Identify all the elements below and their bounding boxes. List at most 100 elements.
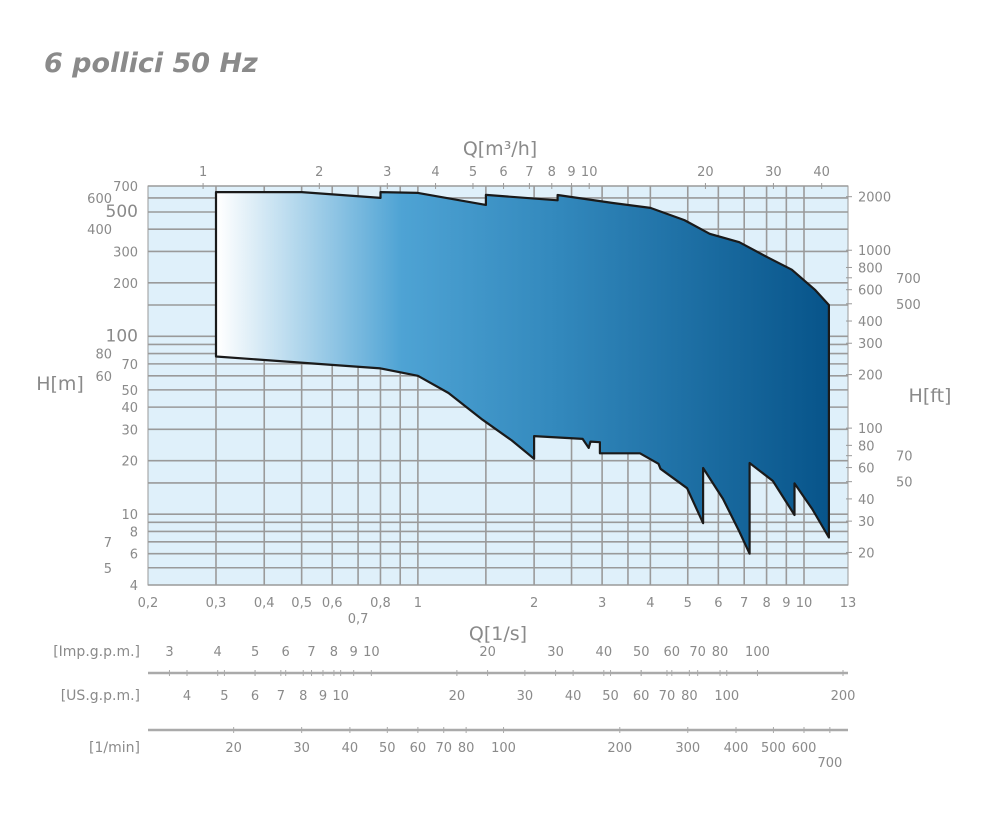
x-tick-label: 13 [840,596,857,611]
y2-tick-label: 400 [858,315,883,330]
scale-tick-label: 7 [277,689,285,704]
scale-tick-label: 500 [761,741,786,756]
x2-tick-label: 4 [431,165,439,180]
y2-axis-title: H[ft] [909,385,952,407]
scale-tick-label: 60 [410,741,427,756]
scale-tick-label: 70 [435,741,452,756]
scale-tick-label: 5 [251,645,259,660]
y2-tick-label: 80 [858,439,875,454]
scale-tick-label: 20 [449,689,466,704]
y2-tick-label: 800 [858,261,883,276]
scale-tick-label: 9 [319,689,327,704]
x2-tick-label: 5 [469,165,477,180]
scale-tick-label: 50 [379,741,396,756]
scale-tick-label: 20 [225,741,242,756]
x2-tick-label: 8 [548,165,556,180]
x-tick-label: 2 [530,596,538,611]
y2-tick-label: 70 [896,450,913,465]
x-tick-label: 3 [598,596,606,611]
chart-title: 6 pollici 50 Hz [44,48,258,79]
scale-tick-label: 3 [165,645,173,660]
axis-labels: 0,2 0,3 0,4 0,5 0,60,70,8 1 2 3 4 5 6 7 8 9 10 13700600… [87,165,921,627]
x-tick-label: 0,4 [254,596,275,611]
x-tick-label: 7 [740,596,748,611]
y-axis-title: H[m] [36,373,84,395]
scale-tick-label: 60 [664,645,681,660]
x2-tick-label: 6 [499,165,507,180]
y2-tick-label: 50 [896,476,913,491]
scale-tick-label: 50 [602,689,619,704]
x2-tick-label: 3 [383,165,391,180]
x-tick-label: 9 [782,596,790,611]
scale-tick-label: 40 [596,645,613,660]
x-tick-label: 5 [684,596,692,611]
scale-tick-label: 100 [714,689,739,704]
scale-tick-label: 700 [817,756,842,771]
y2-tick-label: 2000 [858,191,891,206]
secondary-flow-scales: [Imp.g.p.m.] 3 4 5 6 7 8 9 10 20 30 40 50 60 70 80 100[U… [53,644,855,771]
y2-tick-label: 300 [858,337,883,352]
scale-tick-label: 40 [342,741,359,756]
x-tick-label: 0,8 [370,596,391,611]
scale-tick-label: 30 [517,689,534,704]
y2-tick-label: 100 [858,422,883,437]
scale-tick-label: 70 [689,645,706,660]
scale-tick-label: 200 [831,689,856,704]
scale-tick-label: 100 [491,741,516,756]
x-tick-label: 1 [414,596,422,611]
y-tick-label: 500 [106,202,138,222]
scale-tick-label: 600 [792,741,817,756]
scale-tick-label: 60 [633,689,650,704]
scale-tick-label: 80 [681,689,698,704]
y-tick-label: 200 [113,277,138,292]
y-tick-label: 5 [104,562,112,577]
scale-label: [Imp.g.p.m.] [53,644,140,660]
y2-tick-label: 200 [858,369,883,384]
scale-tick-label: 8 [299,689,307,704]
scale-tick-label: 400 [724,741,749,756]
scale-tick-label: 5 [220,689,228,704]
x2-tick-label: 1 [199,165,207,180]
performance-envelope [214,191,830,555]
y-tick-label: 70 [121,358,138,373]
x2-axis-title: Q[m³/h] [463,138,537,160]
x-tick-label: 0,5 [291,596,312,611]
y-tick-label: 10 [121,508,138,523]
scale-tick-label: 200 [607,741,632,756]
y2-tick-label: 20 [858,546,875,561]
y-tick-label: 8 [130,525,138,540]
y-tick-label: 20 [121,455,138,470]
x2-tick-label: 30 [765,165,782,180]
scale-label: [1/min] [89,740,140,756]
y-tick-label: 400 [87,223,112,238]
y2-tick-label: 60 [858,462,875,477]
y2-tick-label: 500 [896,298,921,313]
x2-tick-label: 10 [581,165,598,180]
scale-tick-label: 10 [363,645,380,660]
y-tick-label: 7 [104,536,112,551]
scale-tick-label: 10 [332,689,349,704]
scale-tick-label: 30 [293,741,310,756]
y-tick-label: 4 [130,579,138,594]
y-tick-label: 40 [121,401,138,416]
y-tick-label: 300 [113,245,138,260]
y-tick-label: 80 [95,348,112,363]
y-tick-label: 600 [87,192,112,207]
y2-tick-label: 700 [896,272,921,287]
scale-tick-label: 7 [307,645,315,660]
x-axis-title: Q[1/s] [469,623,527,645]
scale-tick-label: 80 [458,741,475,756]
x2-tick-label: 2 [315,165,323,180]
scale-tick-label: 80 [712,645,729,660]
scale-tick-label: 50 [633,645,650,660]
y-tick-label: 60 [95,370,112,385]
scale-tick-label: 70 [659,689,676,704]
scale-tick-label: 20 [479,645,496,660]
x-tick-label: 6 [714,596,722,611]
scale-tick-label: 9 [350,645,358,660]
y-tick-label: 50 [121,384,138,399]
scale-tick-label: 6 [251,689,259,704]
y2-tick-label: 40 [858,493,875,508]
